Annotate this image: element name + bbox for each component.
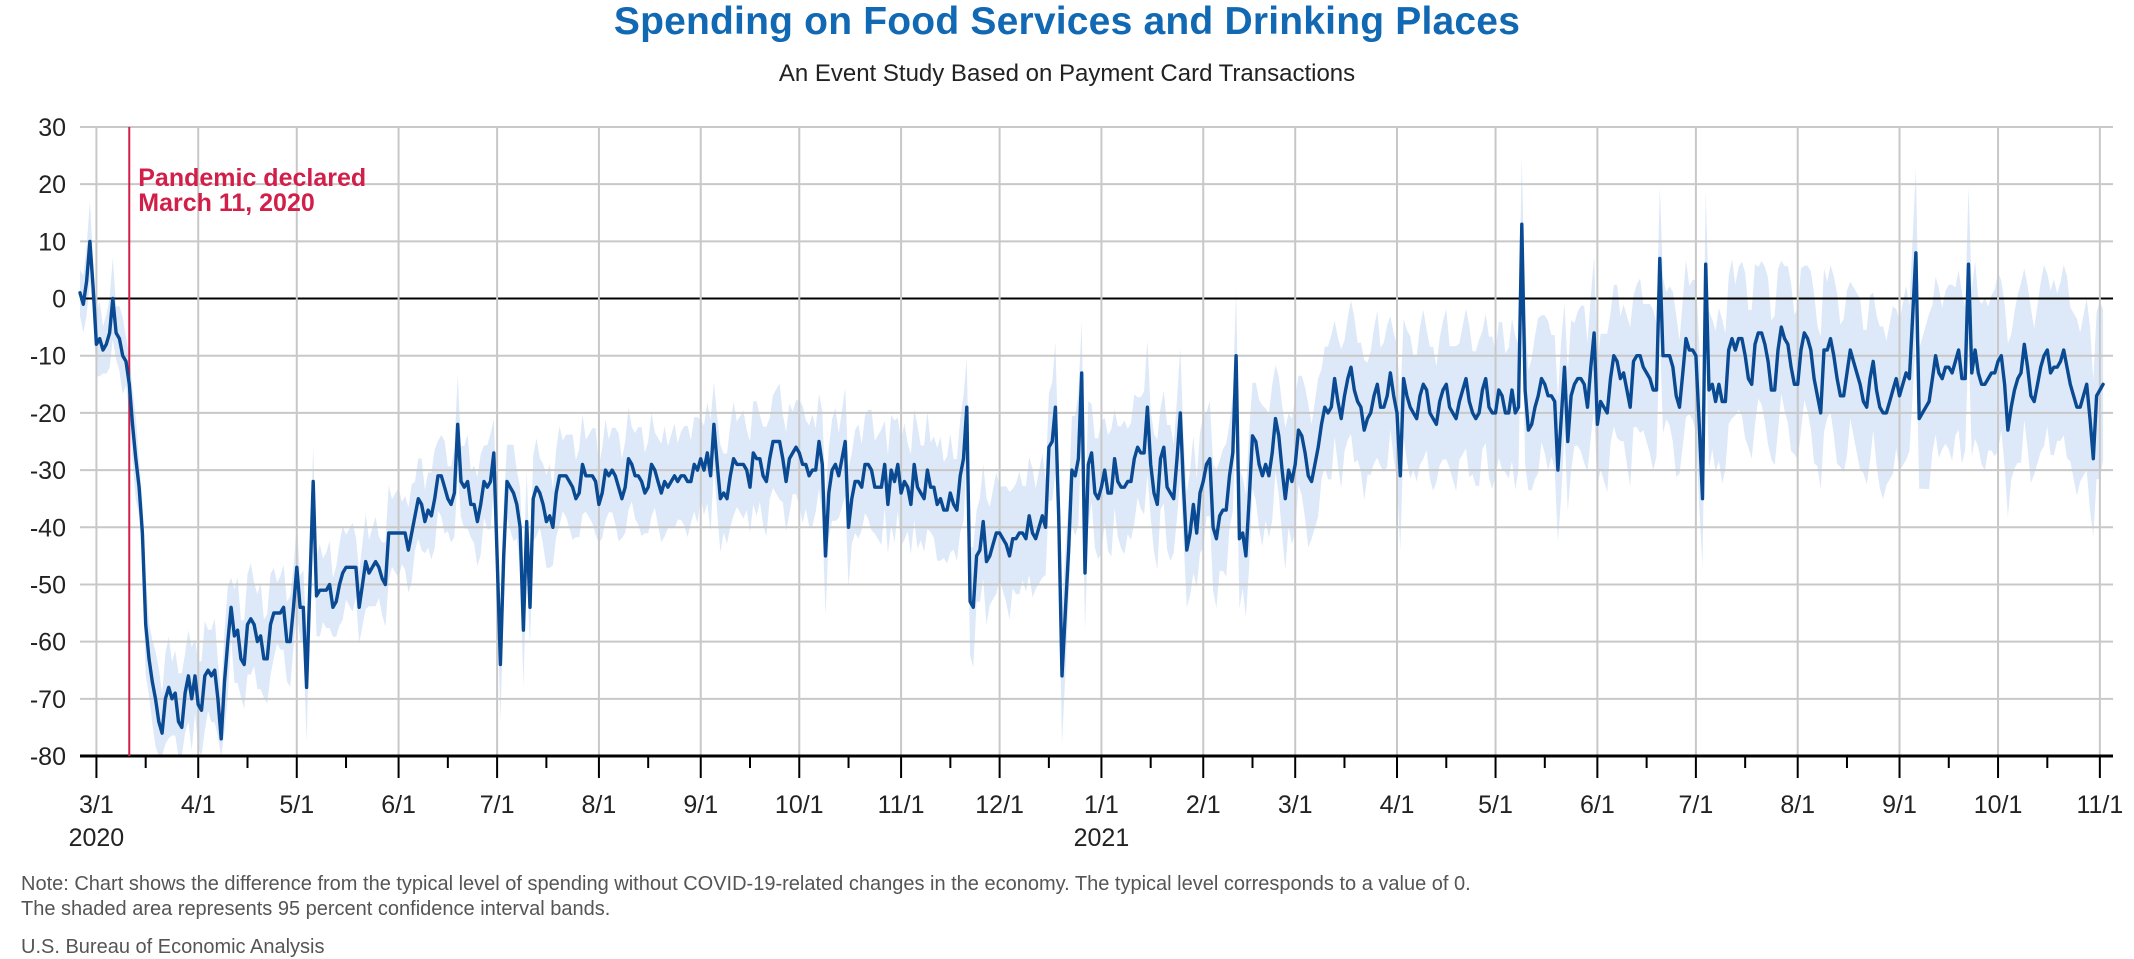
axis-layer	[80, 754, 2113, 778]
y-tick-label: -60	[30, 629, 66, 657]
y-tick-label: -80	[30, 743, 66, 771]
y-tick-label: -30	[30, 457, 66, 485]
y-tick-label: -50	[30, 571, 66, 599]
y-tick-label: 20	[38, 171, 66, 199]
x-year-label: 2020	[69, 824, 125, 852]
x-tick-label: 10/1	[1974, 791, 2023, 819]
x-tick-label: 9/1	[683, 791, 718, 819]
x-tick-label: 11/1	[2076, 791, 2123, 819]
chart-source: U.S. Bureau of Economic Analysis	[21, 936, 325, 958]
x-tick-label: 1/1	[1084, 791, 1119, 819]
x-tick-label: 2/1	[1186, 791, 1221, 819]
x-tick-label: 12/1	[975, 791, 1024, 819]
x-tick-label: 6/1	[381, 791, 416, 819]
chart-title: Spending on Food Services and Drinking P…	[613, 0, 1521, 43]
x-year-label: 2021	[1074, 824, 1130, 852]
x-tick-label: 4/1	[181, 791, 216, 819]
x-tick-label: 5/1	[279, 791, 314, 819]
y-tick-label: -70	[30, 686, 66, 714]
x-tick-label: 9/1	[1882, 791, 1917, 819]
y-tick-label: 30	[38, 114, 66, 142]
x-tick-label: 8/1	[582, 791, 617, 819]
x-tick-label: 3/1	[79, 791, 114, 819]
series-line	[78, 222, 2105, 741]
chart-note-band: The shaded area represents 95 percent co…	[21, 898, 611, 920]
x-tick-label: 5/1	[1478, 791, 1513, 819]
y-tick-label: -40	[30, 514, 66, 542]
x-tick-label: 6/1	[1580, 791, 1615, 819]
x-tick-label: 4/1	[1380, 791, 1415, 819]
annotation-label-title: Pandemic declared	[138, 164, 366, 192]
series-layer	[78, 222, 2105, 741]
chart-subtitle: An Event Study Based on Payment Card Tra…	[778, 60, 1356, 87]
x-tick-label: 8/1	[1780, 791, 1815, 819]
annotation-label-date: March 11, 2020	[138, 189, 315, 217]
y-tick-label: 10	[38, 228, 66, 256]
y-tick-label: -20	[30, 400, 66, 428]
x-tick-label: 11/1	[878, 791, 925, 819]
grid-layer	[80, 126, 2113, 756]
x-tick-label: 7/1	[480, 791, 515, 819]
x-tick-label: 10/1	[775, 791, 824, 819]
label-layer: 30 20 10 0 -10 -20 -30 -40 -50 -60 -70 -80 3/1 2020 4/…	[30, 114, 2123, 852]
x-tick-label: 7/1	[1679, 791, 1714, 819]
x-tick-label: 3/1	[1278, 791, 1313, 819]
y-tick-label: -10	[30, 343, 66, 371]
chart-note: Note: Chart shows the difference from th…	[21, 873, 1471, 895]
y-tick-label: 0	[52, 286, 66, 314]
